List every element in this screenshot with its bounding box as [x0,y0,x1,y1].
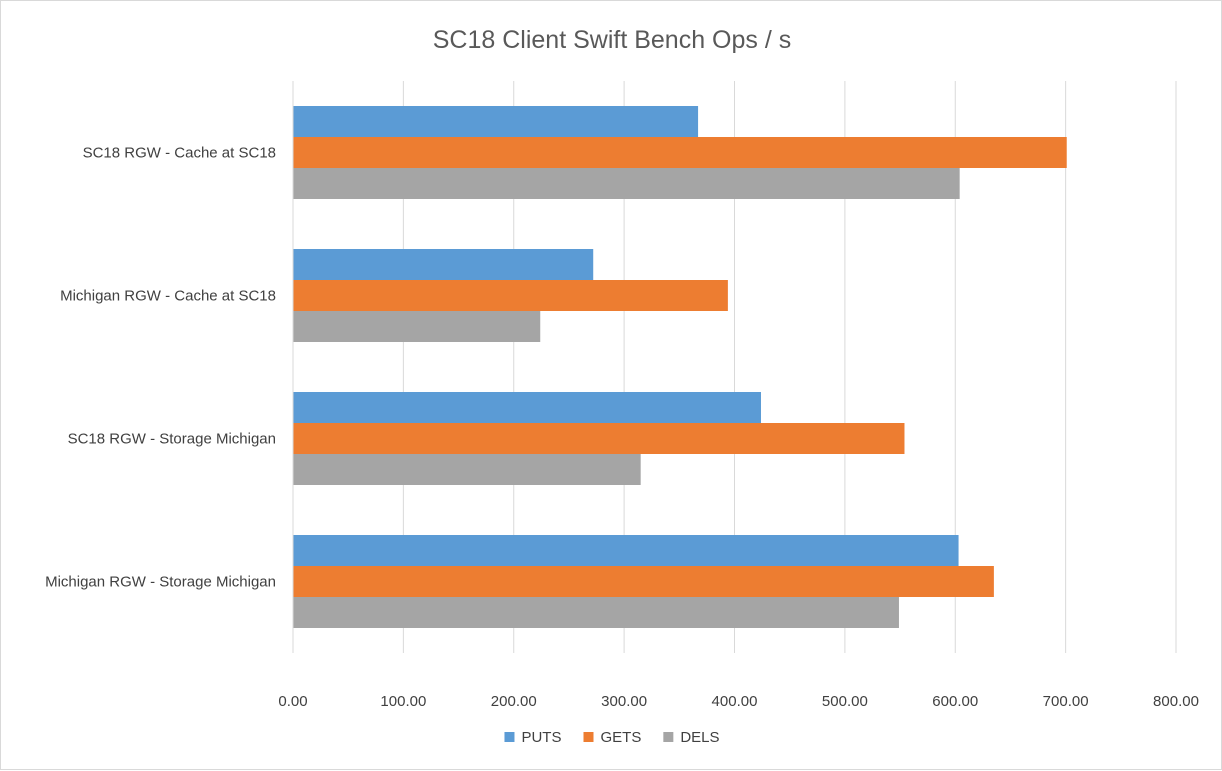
bar-gets-3 [293,423,905,454]
legend-label-puts: PUTS [521,729,561,746]
bar-dels-1 [293,168,960,199]
bar-dels-3 [293,454,641,485]
x-tick-label: 500.00 [822,693,868,710]
x-tick-label: 600.00 [932,693,978,710]
category-labels: SC18 RGW - Cache at SC18 Michigan RGW - C… [45,145,276,591]
category-label: SC18 RGW - Cache at SC18 [83,145,276,162]
bar-puts-4 [293,535,959,566]
x-tick-label: 700.00 [1043,693,1089,710]
x-tick-label: 400.00 [712,693,758,710]
category-label: Michigan RGW - Storage Michigan [45,574,276,591]
x-tick-label: 300.00 [601,693,647,710]
legend-label-gets: GETS [600,729,641,746]
x-tick-label: 200.00 [491,693,537,710]
legend-label-dels: DELS [680,729,719,746]
x-tick-label: 100.00 [380,693,426,710]
legend-swatch-dels [663,732,674,742]
category-label: Michigan RGW - Cache at SC18 [60,288,276,305]
bar-gets-2 [293,280,728,311]
bar-puts-3 [293,392,761,423]
legend: PUTS GETS DELS [504,729,720,746]
bar-dels-2 [293,311,541,342]
x-tick-labels: 0.00 100.00 200.00 300.00 400.00 500.00 600.00… [278,693,1199,710]
bar-puts-1 [293,106,699,137]
chart-title: SC18 Client Swift Bench Ops / s [433,26,791,54]
bars [293,106,1067,628]
legend-swatch-gets [583,732,594,742]
bar-puts-2 [293,249,594,280]
bar-gets-4 [293,566,994,597]
category-label: SC18 RGW - Storage Michigan [68,431,276,448]
x-tick-label: 800.00 [1153,693,1199,710]
bar-dels-4 [293,597,899,628]
legend-swatch-puts [504,732,515,742]
x-tick-label: 0.00 [278,693,307,710]
bar-gets-1 [293,137,1067,168]
